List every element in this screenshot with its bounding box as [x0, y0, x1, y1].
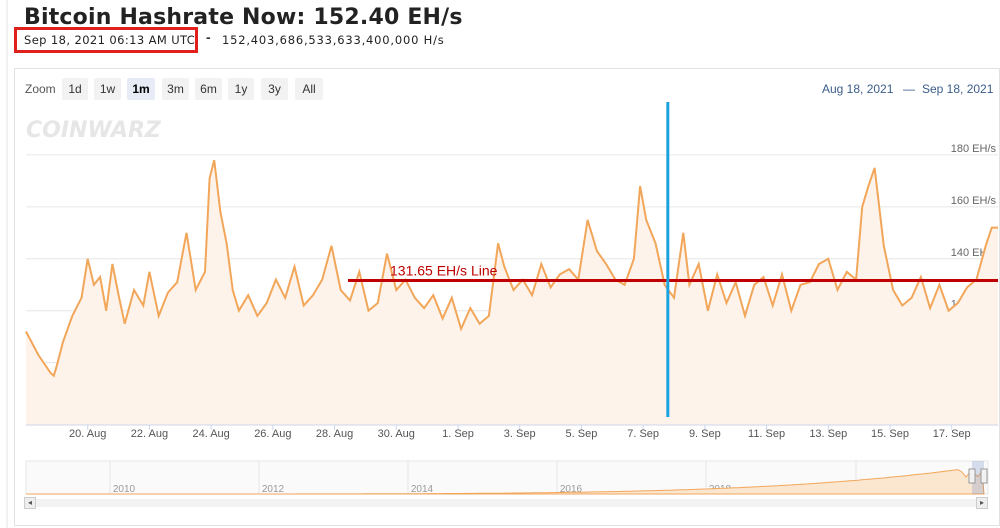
scroll-right-button[interactable]: ▸ — [976, 497, 988, 509]
x-tick-label: 9. Sep — [689, 428, 721, 440]
x-tick-label: 22. Aug — [131, 428, 168, 440]
x-tick-label: 30. Aug — [378, 428, 415, 440]
x-tick-label: 11. Sep — [748, 428, 785, 440]
zoom-3y-button[interactable]: 3y — [261, 78, 288, 100]
timestamp-highlight-box — [14, 27, 198, 53]
hashrate-line — [25, 159, 998, 378]
scroll-track[interactable] — [36, 499, 976, 507]
hashrate-area — [26, 160, 998, 425]
range-from[interactable]: Aug 18, 2021 — [822, 82, 894, 96]
watermark-logo: COINWARZ — [26, 118, 162, 143]
x-tick-label: 26. Aug — [254, 428, 291, 440]
y-tick-label: 160 EH/s — [951, 195, 997, 207]
separator: - — [206, 29, 211, 45]
range-dash: — — [903, 82, 915, 96]
zoom-All-button[interactable]: All — [295, 78, 323, 100]
x-tick-label: 13. Sep — [809, 428, 847, 440]
navigator-handle-right — [980, 468, 988, 484]
reference-line-label: 131.65 EH/s Line — [390, 262, 498, 278]
x-tick-label: 5. Sep — [566, 428, 598, 440]
navigator-label: 2010 — [113, 484, 136, 495]
range-to[interactable]: Sep 18, 2021 — [922, 82, 994, 96]
zoom-1d-button[interactable]: 1d — [62, 78, 88, 100]
x-tick-label: 7. Sep — [627, 428, 659, 440]
x-tick-label: 3. Sep — [504, 428, 536, 440]
navigator-series — [26, 469, 985, 495]
x-tick-label: 20. Aug — [69, 428, 106, 440]
x-tick-label: 17. Sep — [933, 428, 971, 440]
timestamp: Sep 18, 2021 06:13 AM UTC — [24, 33, 196, 47]
navigator-label: 2012 — [262, 484, 285, 495]
page-title: Bitcoin Hashrate Now: 152.40 EH/s — [24, 5, 463, 30]
x-tick-label: 1. Sep — [442, 428, 474, 440]
zoom-6m-button[interactable]: 6m — [195, 78, 222, 100]
y-tick-label: 180 EH/s — [951, 143, 997, 155]
zoom-label: Zoom — [25, 82, 56, 96]
scroll-left-button[interactable]: ◂ — [24, 497, 36, 509]
navigator-label: 2014 — [411, 484, 434, 495]
x-tick-label: 24. Aug — [192, 428, 229, 440]
zoom-3m-button[interactable]: 3m — [162, 78, 189, 100]
zoom-1w-button[interactable]: 1w — [94, 78, 121, 100]
navigator-label: 2016 — [560, 484, 583, 495]
x-tick-label: 28. Aug — [316, 428, 353, 440]
hashrate-hs: 152,403,686,533,633,400,000 H/s — [222, 33, 445, 47]
zoom-1y-button[interactable]: 1y — [228, 78, 254, 100]
x-tick-label: 15. Sep — [871, 428, 909, 440]
navigator-handle-left — [968, 468, 976, 484]
zoom-1m-button[interactable]: 1m — [127, 78, 155, 100]
